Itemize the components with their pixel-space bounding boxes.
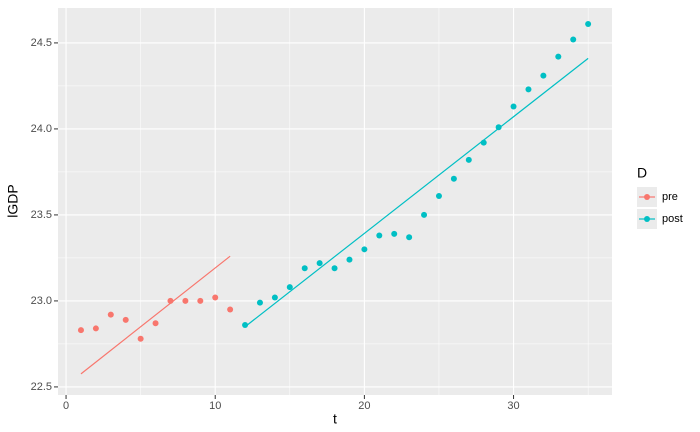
y-tick-label: 23.0	[31, 295, 52, 307]
point	[406, 234, 413, 241]
y-tick-label: 24.5	[31, 37, 52, 49]
y-tick-label: 24.0	[31, 123, 52, 135]
legend-title: D	[637, 165, 647, 181]
point	[495, 124, 502, 131]
point	[391, 230, 398, 237]
panel	[58, 8, 612, 395]
point	[376, 232, 383, 239]
legend-point	[644, 194, 650, 200]
point	[137, 335, 144, 342]
y-axis-title: lGDP	[5, 184, 21, 217]
point	[152, 320, 159, 327]
legend-label: post	[662, 213, 683, 225]
x-axis-title: t	[333, 411, 337, 427]
point	[450, 175, 457, 182]
point	[197, 297, 204, 304]
point	[465, 156, 472, 163]
point	[92, 325, 99, 332]
point	[361, 246, 368, 253]
point	[346, 256, 353, 263]
point	[122, 316, 129, 323]
point	[421, 211, 428, 218]
point	[510, 103, 517, 110]
point	[525, 86, 532, 93]
fit-line	[80, 255, 231, 375]
point	[540, 72, 547, 79]
x-tick-label: 20	[358, 400, 370, 412]
point	[167, 297, 174, 304]
point	[555, 53, 562, 60]
legend-label: pre	[662, 191, 678, 203]
point	[227, 306, 234, 313]
point	[107, 311, 114, 318]
point	[480, 139, 487, 146]
point	[585, 20, 592, 27]
legend-point	[644, 216, 650, 222]
y-tick-label: 23.5	[31, 209, 52, 221]
point	[182, 297, 189, 304]
point	[435, 192, 442, 199]
fit-line	[244, 57, 589, 328]
point	[331, 265, 338, 272]
y-tick-label: 22.5	[31, 381, 52, 393]
point	[301, 265, 308, 272]
point	[286, 284, 293, 291]
point	[316, 260, 323, 267]
point	[212, 294, 219, 301]
x-tick-label: 10	[209, 400, 221, 412]
point	[77, 327, 84, 334]
x-tick-label: 30	[507, 400, 519, 412]
point	[242, 321, 249, 328]
point	[256, 299, 263, 306]
x-tick-label: 0	[63, 400, 69, 412]
point	[271, 294, 278, 301]
point	[570, 36, 577, 43]
